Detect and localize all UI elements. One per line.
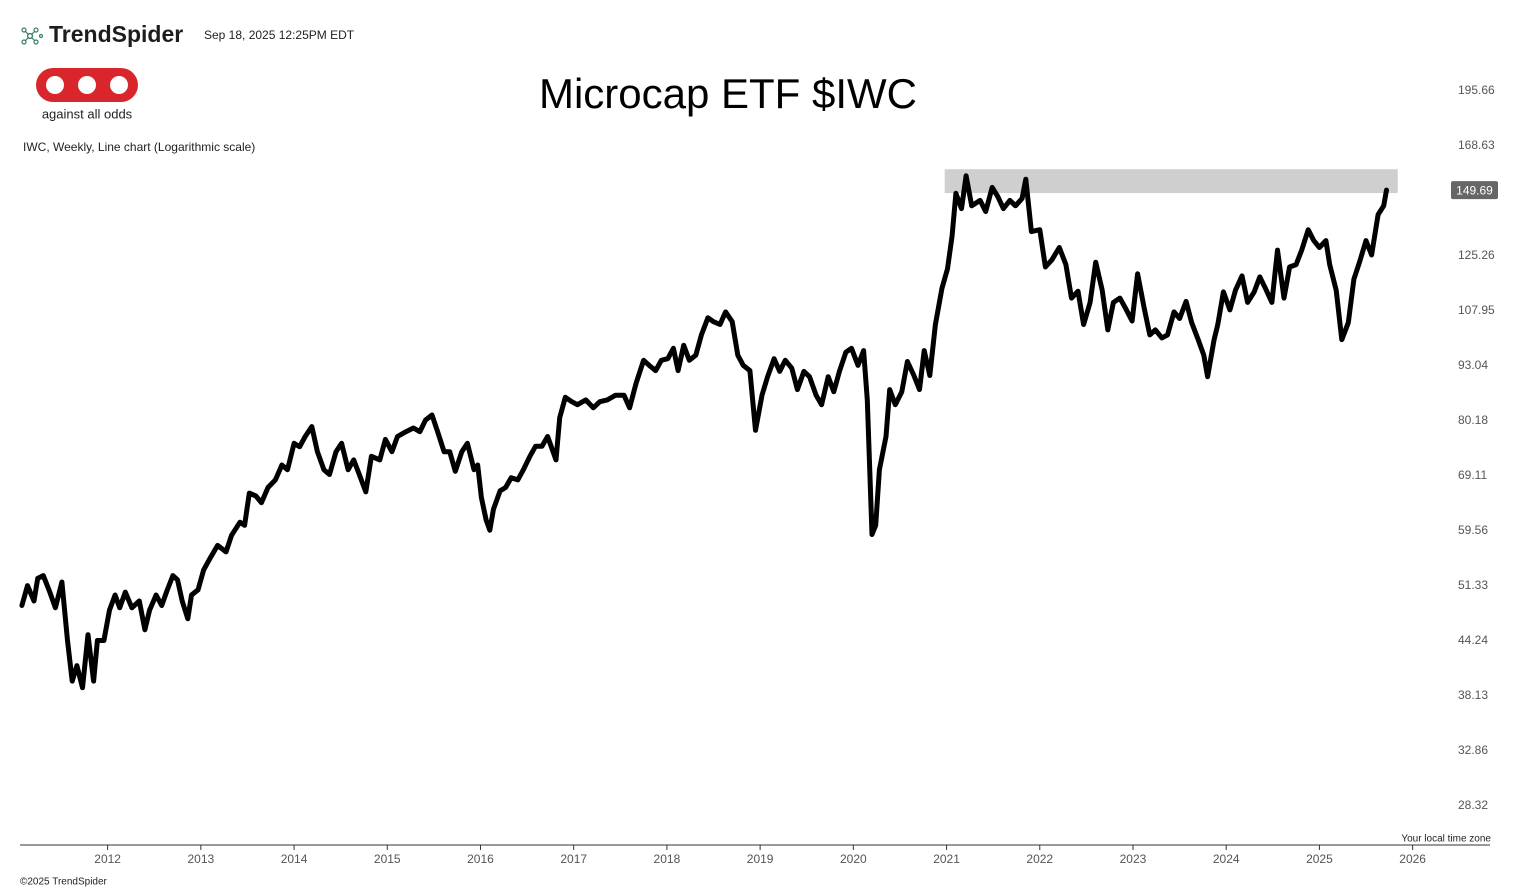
y-tick-label: 168.63 xyxy=(1458,138,1495,152)
y-tick-label: 125.26 xyxy=(1458,248,1495,262)
logo-text: against all odds xyxy=(42,106,133,121)
y-tick-label: 28.32 xyxy=(1458,798,1488,812)
x-tick-label: 2024 xyxy=(1213,852,1240,866)
resistance-zone xyxy=(944,169,1398,194)
x-tick-label: 2012 xyxy=(94,852,121,866)
y-tick-label: 93.04 xyxy=(1458,358,1488,372)
x-tick-label: 2016 xyxy=(467,852,494,866)
y-tick-label: 44.24 xyxy=(1458,633,1488,647)
x-tick-label: 2023 xyxy=(1120,852,1147,866)
y-tick-label: 51.33 xyxy=(1458,578,1488,592)
y-tick-label: 32.86 xyxy=(1458,743,1488,757)
x-tick-label: 2019 xyxy=(747,852,774,866)
x-tick-label: 2026 xyxy=(1399,852,1426,866)
copyright: ©2025 TrendSpider xyxy=(20,877,108,888)
brand: TrendSpider xyxy=(49,21,183,47)
x-tick-label: 2025 xyxy=(1306,852,1333,866)
x-tick-label: 2020 xyxy=(840,852,867,866)
y-tick-label: 38.13 xyxy=(1458,688,1488,702)
x-tick-label: 2013 xyxy=(187,852,214,866)
x-tick-label: 2014 xyxy=(281,852,308,866)
chart-title: Microcap ETF $IWC xyxy=(539,70,917,117)
y-tick-label: 59.56 xyxy=(1458,523,1488,537)
x-tick-label: 2022 xyxy=(1026,852,1053,866)
x-tick-label: 2015 xyxy=(374,852,401,866)
price-line xyxy=(19,173,1389,691)
timestamp: Sep 18, 2025 12:25PM EDT xyxy=(204,28,355,42)
x-tick-label: 2021 xyxy=(933,852,960,866)
y-tick-label: 195.66 xyxy=(1458,83,1495,97)
x-tick-label: 2017 xyxy=(560,852,587,866)
brand-icon xyxy=(21,27,44,45)
y-tick-label: 107.95 xyxy=(1458,303,1495,317)
logo xyxy=(36,68,138,102)
last-value-label: 149.69 xyxy=(1456,183,1493,197)
y-tick-label: 80.18 xyxy=(1458,413,1488,427)
x-tick-label: 2018 xyxy=(654,852,681,866)
chart-subtitle: IWC, Weekly, Line chart (Logarithmic sca… xyxy=(23,140,255,154)
timezone-note: Your local time zone xyxy=(1401,834,1491,845)
last-value-box xyxy=(1451,181,1498,200)
y-tick-label: 69.11 xyxy=(1458,468,1487,482)
